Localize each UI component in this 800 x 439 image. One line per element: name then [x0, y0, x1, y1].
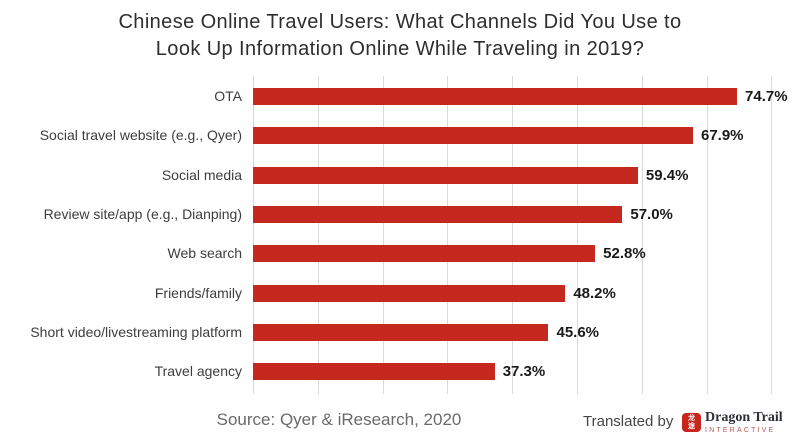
bar — [253, 363, 495, 381]
logo-subtitle: INTERACTIVE — [705, 427, 776, 434]
bar-row: Short video/livestreaming platform 45.6% — [0, 323, 800, 341]
bar-row: Review site/app (e.g., Dianping) 57.0% — [0, 205, 800, 223]
value-label: 57.0% — [630, 205, 673, 223]
bar — [253, 127, 693, 145]
category-label: Web search — [167, 245, 242, 262]
bar — [253, 284, 566, 302]
bar-row: Social media 59.4% — [0, 166, 800, 184]
bar-row: Social travel website (e.g., Qyer) 67.9% — [0, 127, 800, 145]
category-label: Social media — [161, 166, 242, 183]
logo-wordmark: Dragon Trail INTERACTIVE — [705, 410, 783, 435]
category-label: Review site/app (e.g., Dianping) — [43, 205, 242, 222]
gridline-20pct — [382, 76, 384, 394]
bar-row: Travel agency 37.3% — [0, 363, 800, 381]
source-caption: Source: Qyer & iResearch, 2020 — [216, 410, 462, 429]
seal-char-top: 龙 — [688, 414, 695, 422]
value-label: 52.8% — [603, 245, 646, 263]
value-label: 67.9% — [700, 127, 744, 145]
bar — [253, 88, 738, 105]
chart-title: Chinese Online Travel Users: What Channe… — [0, 9, 800, 63]
gridline-80pct — [771, 76, 773, 394]
gridline-0pct — [253, 76, 254, 394]
gridline-10pct — [317, 76, 319, 394]
gridline-50pct — [577, 76, 578, 394]
category-label: Friends/family — [154, 284, 242, 301]
bar — [253, 205, 623, 223]
bar — [253, 323, 549, 341]
category-label: Short video/livestreaming platform — [30, 323, 242, 340]
dragon-trail-seal-icon: 龙 途 — [682, 413, 701, 432]
value-label: 48.2% — [573, 284, 616, 302]
gridline-40pct — [512, 76, 514, 394]
gridline-70pct — [706, 76, 708, 394]
bar — [253, 245, 596, 263]
bar-row: Web search 52.8% — [0, 245, 800, 263]
translated-by-label: Translated by — [583, 413, 674, 430]
gridline-30pct — [447, 76, 449, 394]
value-label: 45.6% — [556, 323, 600, 341]
gridline-60pct — [641, 76, 643, 394]
bar-row: Friends/family 48.2% — [0, 284, 800, 302]
value-label: 74.7% — [745, 88, 788, 105]
value-label: 59.4% — [645, 166, 689, 184]
logo-name: Dragon Trail — [705, 410, 783, 425]
chart-title-line-2: Look Up Information Online While Traveli… — [155, 38, 645, 60]
bar — [253, 166, 638, 184]
value-label: 37.3% — [502, 363, 546, 381]
category-label: Social travel website (e.g., Qyer) — [39, 127, 242, 144]
bar-row: OTA 74.7% — [0, 88, 800, 105]
dragon-trail-logo: 龙 途 Dragon Trail INTERACTIVE — [682, 411, 783, 434]
chart-title-line-1: Chinese Online Travel Users: What Channe… — [118, 11, 682, 33]
seal-char-bottom: 途 — [688, 422, 695, 430]
category-label: OTA — [214, 88, 242, 104]
category-label: Travel agency — [154, 363, 242, 380]
